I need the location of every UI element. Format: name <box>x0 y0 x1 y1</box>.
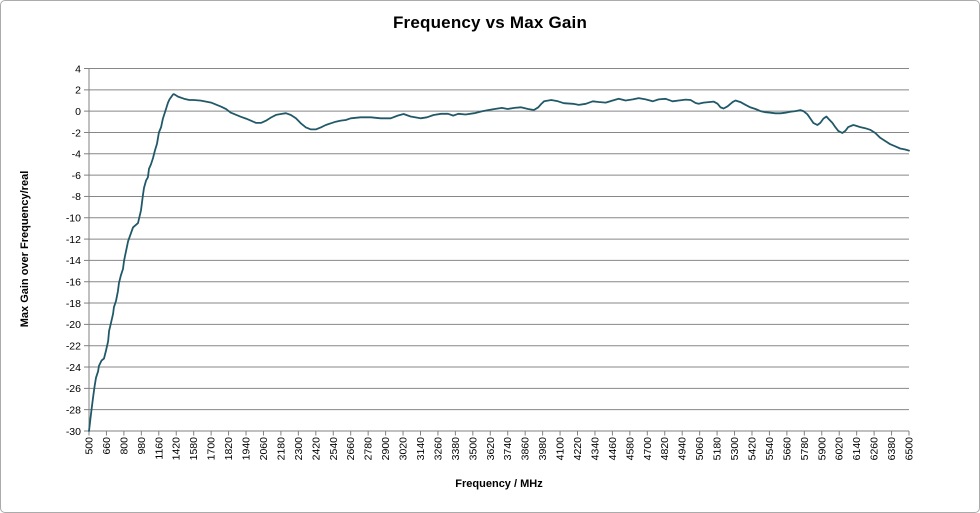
x-tick-label: 6020 <box>834 437 846 461</box>
y-tick-label: -28 <box>66 404 81 416</box>
y-tick-label: -16 <box>66 277 81 289</box>
y-tick-label: 2 <box>75 85 81 97</box>
x-tick-label: 1160 <box>153 437 165 460</box>
y-tick-label: -4 <box>72 149 81 161</box>
x-tick-label: 4100 <box>555 437 567 461</box>
x-tick-label: 800 <box>118 437 130 455</box>
x-tick-label: 2540 <box>328 437 340 461</box>
x-axis-title: Frequency / MHz <box>455 478 543 490</box>
chart-title: Frequency vs Max Gain <box>392 13 588 32</box>
x-tick-label: 6380 <box>886 437 898 461</box>
x-tick-label: 500 <box>84 437 96 455</box>
x-tick-label: 660 <box>101 437 113 455</box>
y-tick-label: 0 <box>75 106 81 118</box>
x-tick-label: 5660 <box>781 437 793 461</box>
x-tick-label: 5180 <box>712 437 724 461</box>
x-tick-label: 4340 <box>589 437 601 461</box>
x-tick-label: 2780 <box>363 437 375 461</box>
x-tick-label: 5900 <box>816 437 828 461</box>
y-tick-label: -30 <box>66 426 81 438</box>
x-tick-label: 1700 <box>206 437 218 461</box>
y-tick-label: -26 <box>66 383 81 395</box>
y-tick-label: -8 <box>72 191 81 203</box>
y-tick-label: -22 <box>66 341 81 353</box>
x-tick-label: 2420 <box>310 437 322 461</box>
y-tick-label: -12 <box>66 234 81 246</box>
x-tick-label: 4700 <box>642 437 654 461</box>
x-tick-label: 1420 <box>171 437 183 461</box>
x-tick-label: 4580 <box>624 437 636 461</box>
y-tick-label: -14 <box>66 255 81 267</box>
x-tick-label: 4820 <box>659 437 671 461</box>
y-tick-label: -24 <box>66 362 81 374</box>
x-tick-label: 2300 <box>293 437 305 461</box>
x-tick-label: 6500 <box>904 437 916 461</box>
x-tick-label: 4460 <box>607 437 619 461</box>
x-tick-label: 5420 <box>746 437 758 461</box>
x-tick-label: 2660 <box>345 437 357 461</box>
x-tick-label: 1940 <box>241 437 253 461</box>
x-tick-label: 3020 <box>398 437 410 461</box>
x-tick-label: 3740 <box>502 437 514 461</box>
x-tick-label: 2180 <box>275 437 287 461</box>
y-tick-label: -18 <box>66 298 81 310</box>
y-tick-label: -2 <box>72 127 81 139</box>
y-tick-label: -20 <box>66 319 81 331</box>
x-tick-label: 2060 <box>258 437 270 461</box>
x-tick-label: 5300 <box>729 437 741 461</box>
x-tick-label: 2900 <box>380 437 392 461</box>
x-tick-label: 1580 <box>188 437 200 461</box>
x-tick-label: 3980 <box>537 437 549 461</box>
x-tick-label: 3620 <box>485 437 497 461</box>
x-tick-label: 6260 <box>869 437 881 461</box>
y-tick-label: 4 <box>75 63 81 75</box>
x-tick-label: 4220 <box>572 437 584 461</box>
x-tick-label: 3260 <box>432 437 444 461</box>
x-tick-label: 980 <box>136 437 148 455</box>
series-line[interactable] <box>88 93 910 432</box>
x-tick-label: 6140 <box>851 437 863 461</box>
x-tick-label: 5060 <box>694 437 706 461</box>
x-tick-label: 3380 <box>450 437 462 461</box>
x-tick-label: 5540 <box>764 437 776 461</box>
x-tick-label: 5780 <box>799 437 811 461</box>
y-tick-label: -6 <box>72 170 81 182</box>
y-tick-label: -10 <box>66 213 81 225</box>
x-tick-label: 1820 <box>223 437 235 461</box>
x-tick-label: 3860 <box>520 437 532 461</box>
x-tick-label: 4940 <box>677 437 689 461</box>
x-tick-label: 3500 <box>467 437 479 461</box>
x-tick-label: 3140 <box>415 437 427 461</box>
